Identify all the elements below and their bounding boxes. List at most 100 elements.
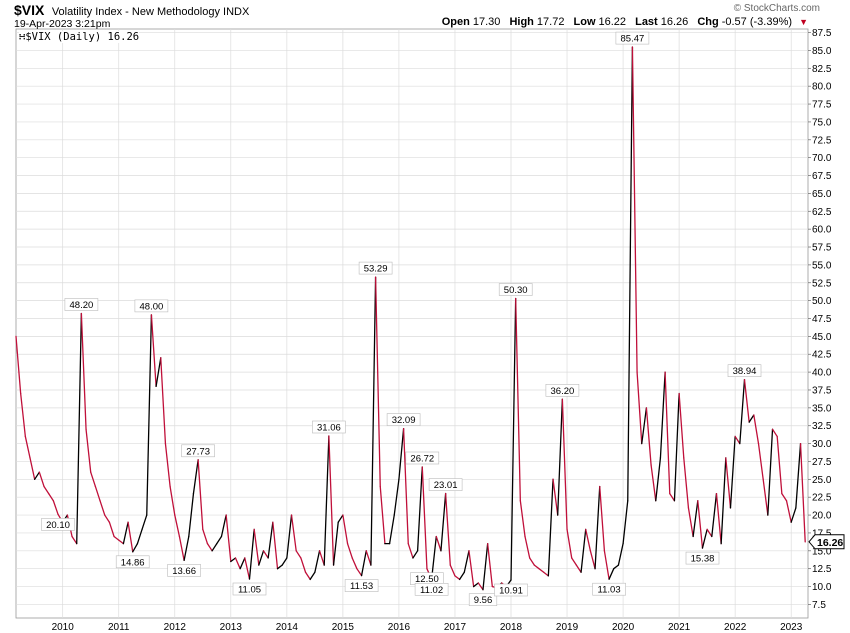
series-segment (515, 297, 521, 502)
series-segment (412, 550, 419, 559)
series-segment (304, 571, 311, 581)
y-tick-label: 22.5 (812, 493, 832, 504)
peak-annotation: 38.94 (727, 364, 762, 378)
y-tick-label: 65.0 (812, 189, 832, 200)
annotation-box (358, 261, 393, 275)
series-segment (407, 543, 414, 559)
series-segment (38, 471, 45, 488)
peak-annotation: 27.73 (181, 444, 215, 458)
y-tick-label: 85.0 (812, 46, 832, 57)
annotation-box (428, 478, 463, 491)
series-segment (80, 312, 87, 430)
ticker-name: Volatility Index - New Methodology INDX (52, 6, 250, 18)
peak-annotation: 15.38 (685, 551, 720, 565)
series-segment (244, 557, 251, 580)
y-tick-label: 77.5 (812, 100, 832, 111)
series-segment (295, 550, 302, 559)
series-segment (239, 557, 246, 570)
series-segment (771, 428, 778, 438)
series-segment (393, 478, 400, 516)
open-value: 17.30 (472, 16, 501, 28)
series-segment (781, 492, 788, 502)
series-segment (715, 492, 722, 545)
series-segment (711, 492, 718, 538)
annotation-box (312, 420, 346, 434)
series-segment (557, 398, 564, 516)
quote-bar: Open 17.30 High 17.72 Low 16.22 Last 16.26 C… (436, 16, 808, 28)
series-segment (388, 514, 395, 545)
series-segment (748, 414, 755, 423)
high-value: 17.72 (536, 16, 565, 28)
annotation-label: 26.72 (410, 454, 434, 465)
series-segment (34, 471, 40, 480)
annotation-box (592, 582, 626, 596)
annotation-label: 50.30 (504, 285, 528, 296)
annotation-label: 48.20 (70, 300, 94, 311)
series-segment (743, 379, 750, 423)
annotation-label: 38.94 (733, 366, 757, 377)
quote-datetime: 19-Apr-2023 3:21pm (14, 18, 111, 30)
series-segment (444, 492, 451, 566)
annotation-box (181, 444, 215, 458)
series-segment (234, 557, 241, 570)
series-segment (571, 557, 578, 566)
series-segment (692, 500, 699, 538)
y-tick-label: 52.5 (812, 278, 832, 289)
annotation-box (615, 31, 650, 45)
peak-annotation: 20.10 (41, 518, 75, 531)
series-segment (430, 535, 437, 580)
peak-annotation: 50.30 (498, 283, 533, 296)
annotation-box (727, 364, 762, 378)
series-segment (650, 464, 657, 502)
series-segment (622, 500, 629, 545)
high-label: High (509, 16, 534, 28)
series-segment (729, 435, 736, 509)
series-segment (678, 392, 685, 459)
peak-annotation: 36.20 (545, 383, 580, 397)
series-segment (351, 557, 358, 570)
y-tick-label: 12.5 (812, 564, 832, 575)
annotation-label: 12.50 (415, 574, 439, 585)
series-segment (155, 357, 162, 388)
series-segment (20, 392, 26, 438)
series-segment (24, 435, 31, 459)
series-segment (790, 507, 797, 523)
series-segment (328, 435, 335, 566)
series-segment (468, 550, 475, 588)
annotation-label: 36.20 (551, 386, 575, 397)
series-segment (585, 528, 592, 552)
x-tick-label: 2022 (724, 622, 747, 633)
low-label: Low (573, 16, 596, 28)
series-segment (435, 535, 442, 552)
series-segment (211, 543, 218, 552)
series-segment (529, 557, 535, 566)
ticker-description: Volatility Index - New Methodology (51, 6, 220, 18)
series-segment (617, 543, 624, 566)
peak-annotation: 11.03 (592, 582, 626, 596)
series-segment (402, 427, 409, 545)
y-tick-label: 15.0 (812, 546, 832, 557)
series-segment (169, 485, 176, 516)
x-tick-label: 2018 (500, 622, 523, 633)
series-segment (627, 46, 634, 502)
x-tick-label: 2023 (780, 622, 803, 633)
series-segment (594, 485, 601, 570)
plot-frame (15, 28, 809, 619)
series-segment (136, 528, 143, 545)
y-tick-label: 55.0 (812, 260, 832, 271)
y-tick-label: 60.0 (812, 225, 832, 236)
series-segment (85, 428, 92, 473)
series-segment (202, 528, 209, 545)
series-segment (290, 514, 297, 552)
series-segment (683, 457, 690, 509)
x-tick-label: 2010 (52, 622, 75, 633)
series-segment (543, 571, 550, 577)
annotation-box (545, 383, 580, 397)
y-tick-label: 75.0 (812, 117, 832, 128)
peak-annotation: 11.05 (232, 582, 267, 596)
series-segment (659, 371, 666, 459)
annotation-label: 15.38 (691, 554, 715, 565)
y-tick-label: 25.0 (812, 475, 832, 486)
y-tick-label: 50.0 (812, 296, 832, 307)
series-segment (720, 457, 727, 545)
